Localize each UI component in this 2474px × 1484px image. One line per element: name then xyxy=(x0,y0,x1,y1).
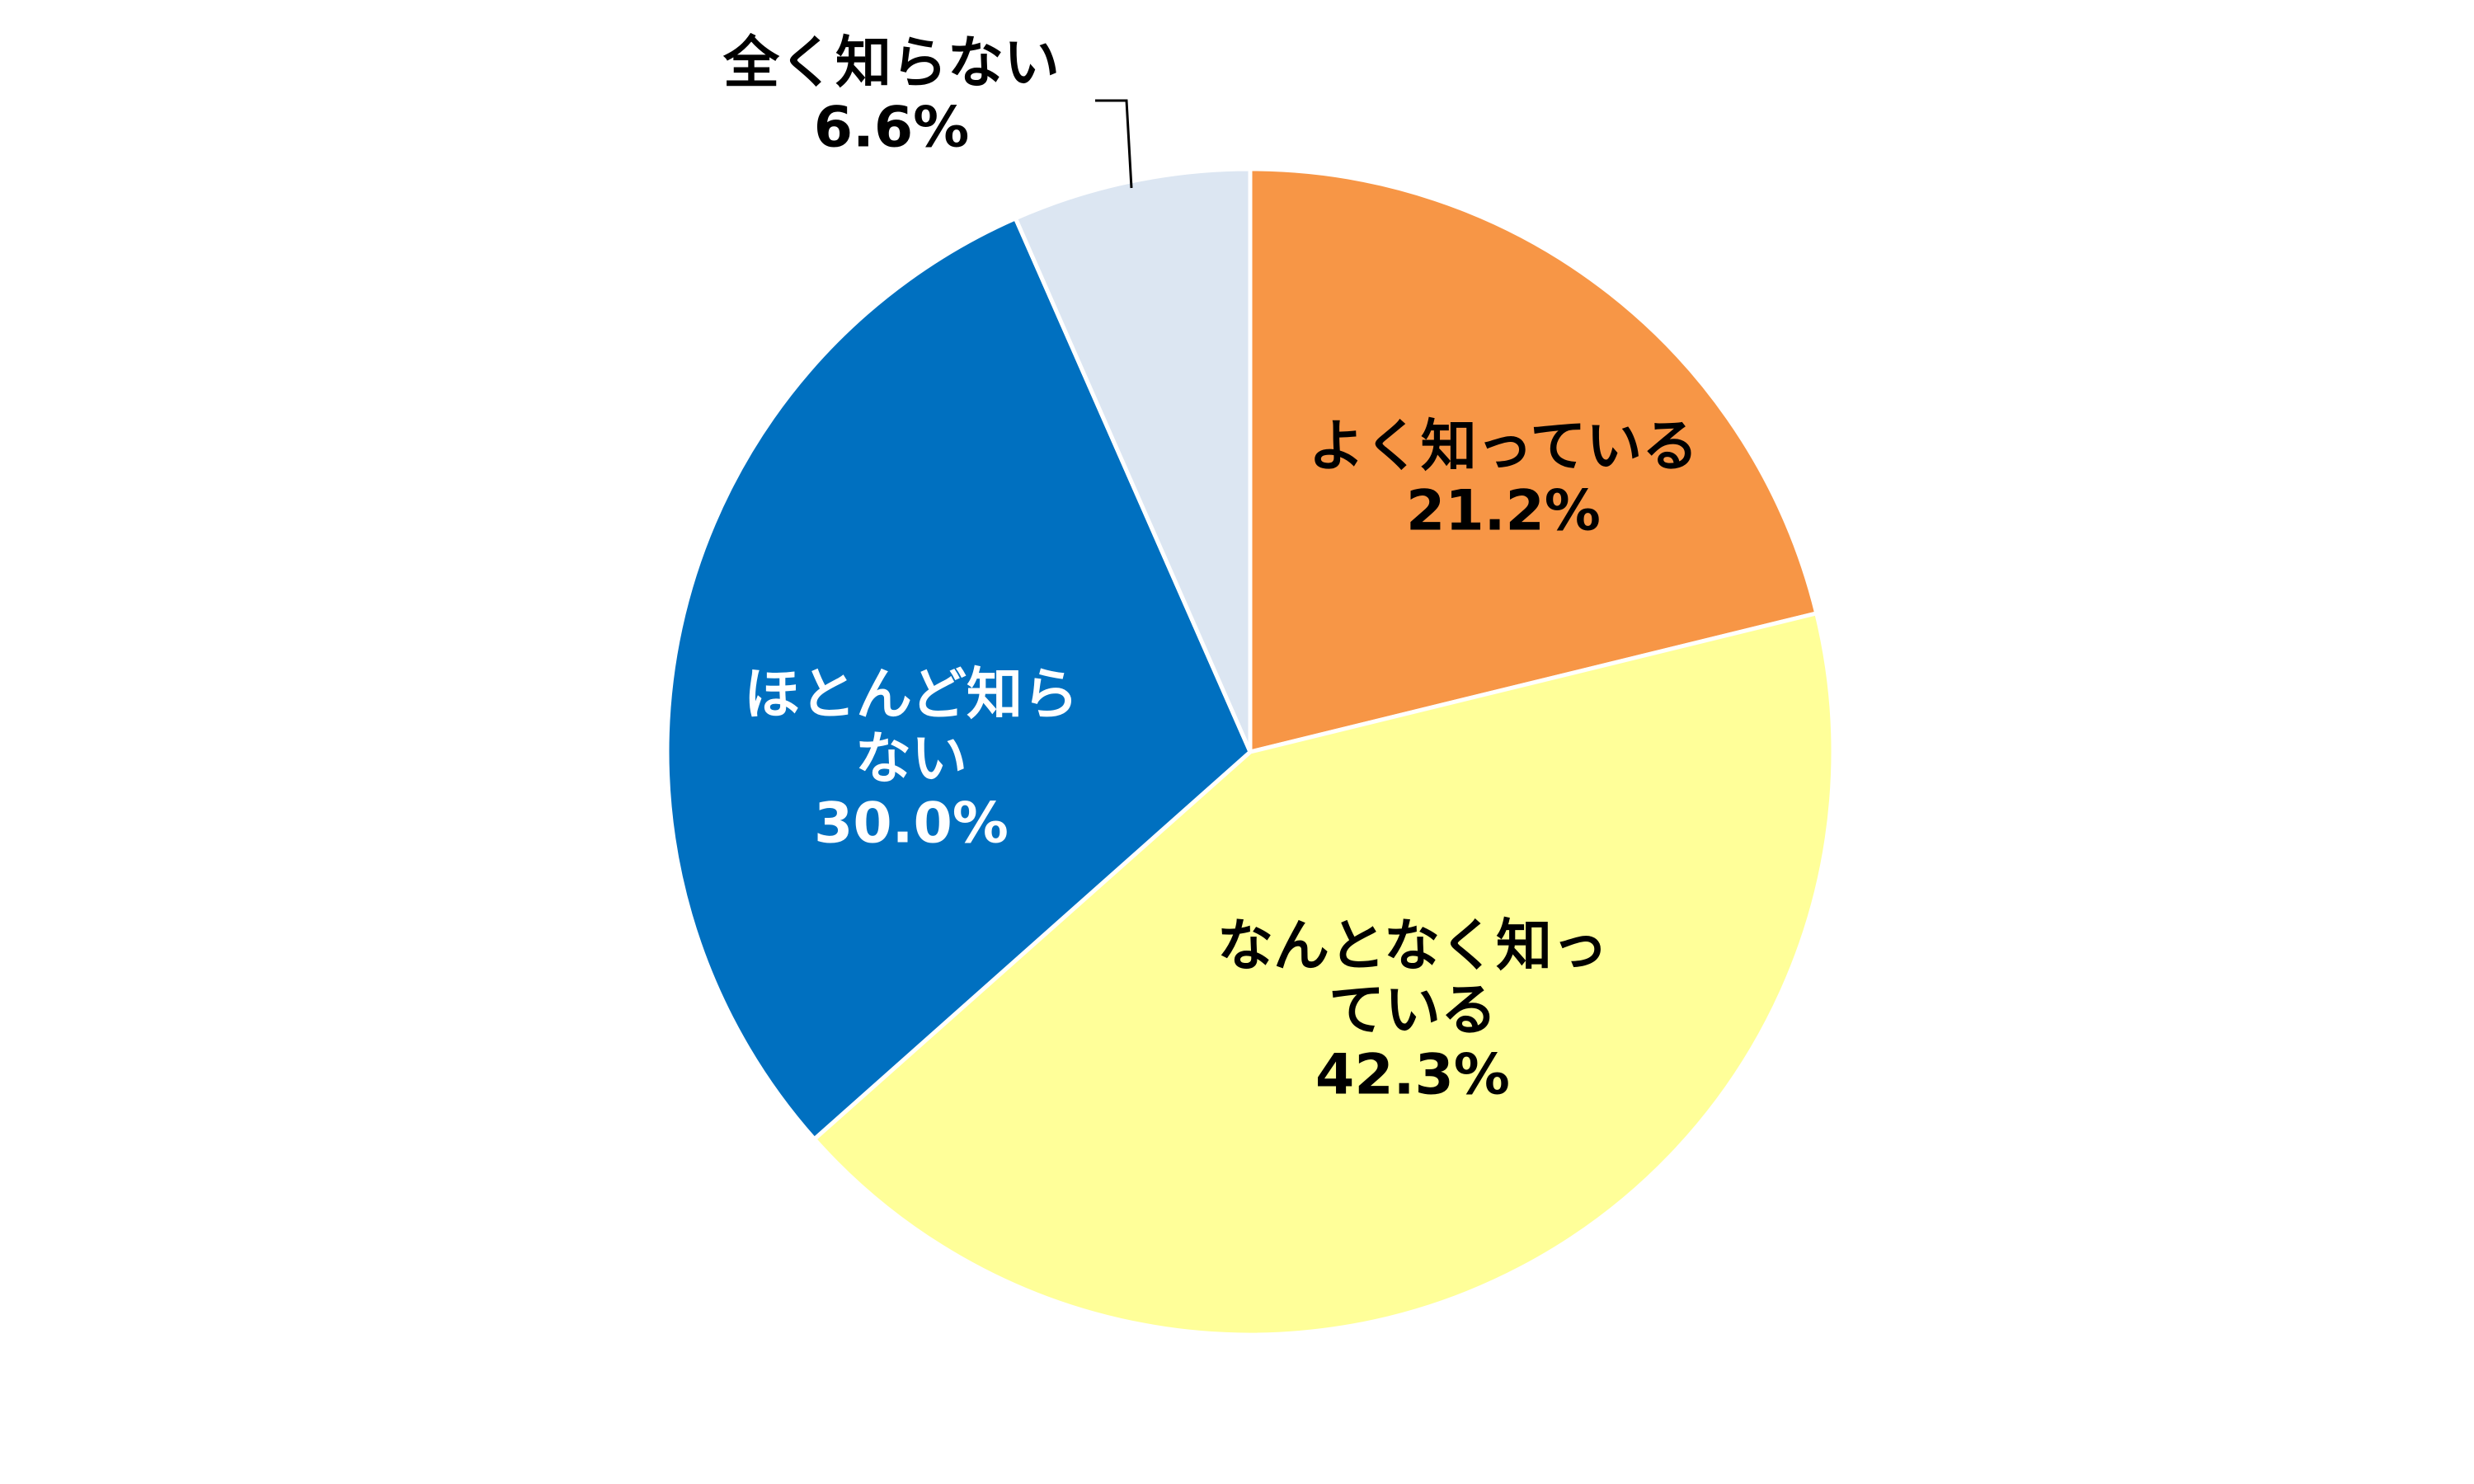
slice-value-label: 21.2% xyxy=(1406,479,1601,544)
slice-value-label: 42.3% xyxy=(1315,1043,1510,1108)
slice-category-label: ない xyxy=(855,727,967,792)
pie-slice-2 xyxy=(812,611,1836,1337)
leader-line xyxy=(1095,99,1133,189)
pie-slices xyxy=(665,167,1836,1337)
slice-category-label: なんとなく知っ xyxy=(1217,914,1608,979)
slice-category-label: 全く知らない xyxy=(722,31,1060,96)
slice-value-label: 30.0% xyxy=(814,791,1009,857)
slice-value-label: 6.6% xyxy=(814,96,970,161)
pie-slice-3 xyxy=(665,216,1253,1142)
pie-slice-1 xyxy=(1248,167,1819,754)
slice-category-label: ている xyxy=(1329,979,1497,1044)
slice-category-label: よく知っている xyxy=(1309,415,1699,480)
slice-category-label: ほとんど知ら xyxy=(744,663,1079,728)
leader-lines xyxy=(1095,99,1133,189)
